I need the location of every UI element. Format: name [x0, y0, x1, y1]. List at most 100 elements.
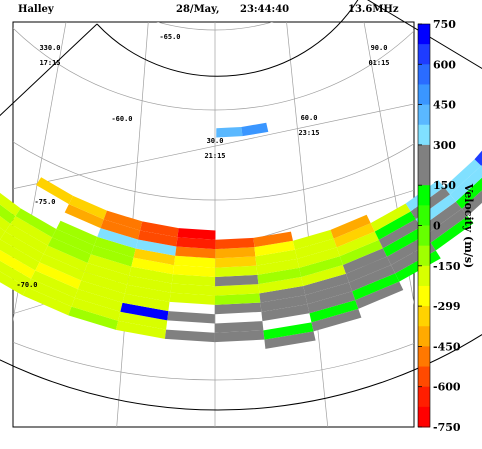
velocity-cell: [36, 177, 74, 205]
colorbar-swatch: [418, 185, 430, 206]
velocity-cell: [420, 201, 462, 235]
colorbar-tick-label: 750: [433, 18, 456, 31]
velocity-cell: [126, 275, 172, 293]
colorbar-swatch: [418, 326, 430, 347]
velocity-cell: [174, 255, 216, 268]
velocity-cell: [345, 256, 392, 283]
velocity-cell: [444, 159, 482, 195]
velocity-cell: [214, 293, 261, 305]
velocity-cell: [87, 254, 132, 276]
velocity-cell: [349, 264, 396, 292]
velocity-cell: [295, 238, 337, 259]
velocity-cell: [260, 295, 308, 312]
lon-label: 30.0: [207, 137, 224, 145]
lon-label: 90.0: [371, 44, 388, 52]
velocity-cell: [256, 258, 300, 275]
colorbar-swatch: [418, 386, 430, 408]
colorbar-tick-label: -600: [433, 381, 461, 394]
velocity-cell: [0, 216, 11, 232]
velocity-cell: [474, 150, 482, 166]
velocity-cell: [0, 204, 16, 224]
colorbar-swatch: [418, 346, 430, 368]
colorbar-tick-label: 150: [433, 179, 456, 192]
lat-label: -65.0: [159, 33, 180, 41]
velocity-cell: [303, 273, 350, 296]
velocity-cell: [254, 240, 296, 257]
velocity-cell: [115, 320, 167, 339]
velocity-cell: [118, 311, 168, 330]
velocity-cell: [216, 126, 243, 138]
lat-label: -60.0: [111, 115, 132, 123]
velocity-cell: [297, 247, 340, 268]
velocity-cell: [215, 256, 257, 268]
colorbar-swatch: [418, 104, 430, 126]
colorbar-tick-label: -750: [433, 421, 461, 434]
velocity-cell: [214, 330, 265, 343]
velocity-cell: [370, 203, 411, 232]
velocity-cell: [259, 286, 306, 303]
velocity-cell: [215, 247, 256, 259]
velocity-cell: [81, 271, 127, 294]
velocity-cell: [77, 280, 125, 303]
station-name: Halley: [18, 4, 54, 15]
velocity-cell: [355, 281, 404, 309]
colorbar-swatch: [418, 265, 430, 287]
velocity-cell: [258, 276, 304, 294]
velocity-cell: [68, 195, 107, 220]
velocity-cell: [0, 260, 32, 288]
velocity-cell: [342, 248, 387, 274]
lon-label: 60.0: [301, 114, 318, 122]
velocity-cell: [461, 190, 482, 216]
lon-label: 330.0: [39, 44, 60, 52]
velocity-cell: [450, 165, 482, 202]
velocity-cell: [253, 231, 293, 248]
colorbar-tick-label: -150: [433, 260, 461, 273]
colorbar-swatch: [418, 225, 430, 247]
velocity-cell: [215, 274, 259, 287]
colorbar-swatch: [418, 205, 430, 226]
velocity-cell: [177, 228, 216, 240]
colorbar-swatch: [418, 245, 430, 267]
velocity-cell: [122, 293, 170, 312]
colorbar-swatch: [418, 124, 430, 146]
velocity-cell: [137, 230, 178, 247]
velocity-cell: [64, 204, 104, 229]
velocity-cell: [430, 215, 474, 251]
velocity-cell: [0, 271, 27, 296]
velocity-cell: [0, 192, 21, 217]
velocity-cell: [135, 239, 177, 256]
velocity-cell: [330, 214, 371, 239]
velocity-cell: [31, 270, 78, 298]
colorbar-swatch: [418, 84, 430, 106]
colorbar-tick-label: -450: [433, 340, 461, 353]
velocity-cell: [94, 236, 136, 258]
scan-date: 28/May,: [176, 4, 220, 15]
colorbar-swatch: [418, 366, 430, 388]
grid-labels: -65.0 -60.0 -75.0 -70.0 330.0 17:15 90.0 01:15 6…: [16, 33, 389, 289]
colorbar-tick-label: 600: [433, 58, 456, 71]
velocity-cell: [255, 249, 298, 266]
lat-label: -70.0: [16, 281, 37, 289]
lon-label: 01:15: [368, 59, 389, 67]
velocity-cell: [74, 289, 123, 312]
velocity-cell: [90, 245, 134, 267]
velocity-cell: [378, 219, 421, 249]
velocity-cell: [164, 329, 215, 343]
velocity-cell: [309, 300, 359, 323]
velocity-cell: [71, 297, 121, 321]
colorbar-swatch: [418, 64, 430, 85]
colorbar-swatch: [418, 144, 430, 166]
lon-label: 23:15: [298, 129, 319, 137]
velocity-cell: [382, 227, 426, 257]
lon-label: 21:15: [204, 152, 225, 160]
velocity-cell: [56, 220, 98, 246]
velocity-cell: [374, 211, 416, 240]
velocity-cell: [39, 253, 85, 281]
colorbar-tick-label: 450: [433, 99, 456, 112]
velocity-cell: [129, 266, 173, 284]
velocity-cell: [5, 223, 48, 254]
colorbar-title: Velocity (m/s): [462, 183, 475, 268]
velocity-cell: [215, 265, 258, 277]
velocity-cell: [124, 284, 171, 302]
velocity-cell: [311, 308, 362, 332]
